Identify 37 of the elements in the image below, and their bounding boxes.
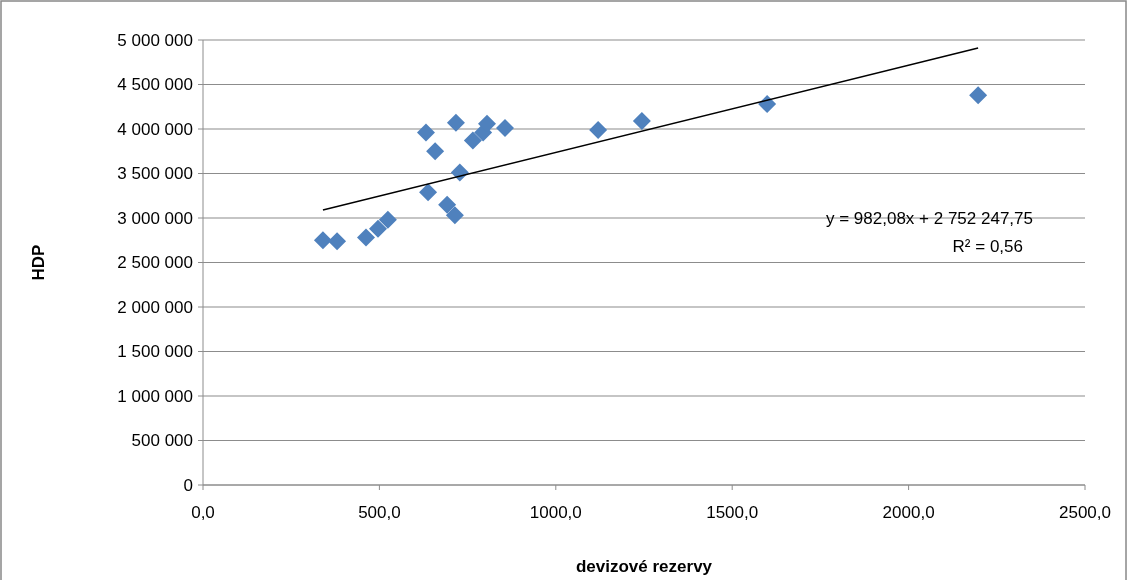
y-tick-label: 5 000 000 bbox=[117, 30, 193, 50]
x-tick-label: 500,0 bbox=[358, 503, 401, 522]
point bbox=[419, 183, 438, 202]
point bbox=[446, 113, 465, 132]
y-tick-label: 500 000 bbox=[131, 431, 193, 451]
point bbox=[632, 111, 651, 130]
x-tick-label: 0,0 bbox=[191, 503, 215, 522]
y-tick-label: 3 500 000 bbox=[117, 164, 193, 184]
x-tick-label: 2000,0 bbox=[882, 503, 935, 522]
point bbox=[496, 119, 514, 138]
y-tick-label: 3 000 000 bbox=[117, 208, 193, 228]
point bbox=[328, 232, 347, 251]
y-tick-label: 1 500 000 bbox=[117, 342, 193, 362]
point bbox=[368, 219, 387, 238]
annotation: y = 982,08x + 2 752 247,75 bbox=[825, 209, 1033, 228]
point bbox=[313, 231, 332, 250]
y-tick-label: 4 500 000 bbox=[117, 75, 193, 95]
y-tick-label: 1 000 000 bbox=[117, 386, 193, 406]
x-axis-title: devizové rezervy bbox=[575, 557, 713, 576]
point bbox=[378, 210, 397, 229]
point bbox=[463, 131, 482, 150]
y-tick-label: 2 000 000 bbox=[117, 297, 193, 317]
point bbox=[969, 86, 988, 105]
point bbox=[416, 123, 435, 142]
point bbox=[426, 142, 445, 161]
point bbox=[445, 206, 464, 225]
point bbox=[356, 228, 375, 247]
y-tick-label: 2 500 000 bbox=[117, 253, 193, 273]
x-tick-label: 1000,0 bbox=[529, 503, 582, 522]
annotation: R² = 0,56 bbox=[952, 237, 1023, 256]
x-tick-label: 1500,0 bbox=[706, 503, 759, 522]
y-tick-label: 4 000 000 bbox=[117, 119, 193, 139]
point bbox=[589, 120, 608, 139]
point bbox=[438, 195, 457, 214]
y-tick-label: 0 bbox=[183, 475, 193, 495]
y-axis-title: HDP bbox=[29, 244, 48, 281]
x-tick-label: 2500,0 bbox=[1059, 503, 1111, 522]
